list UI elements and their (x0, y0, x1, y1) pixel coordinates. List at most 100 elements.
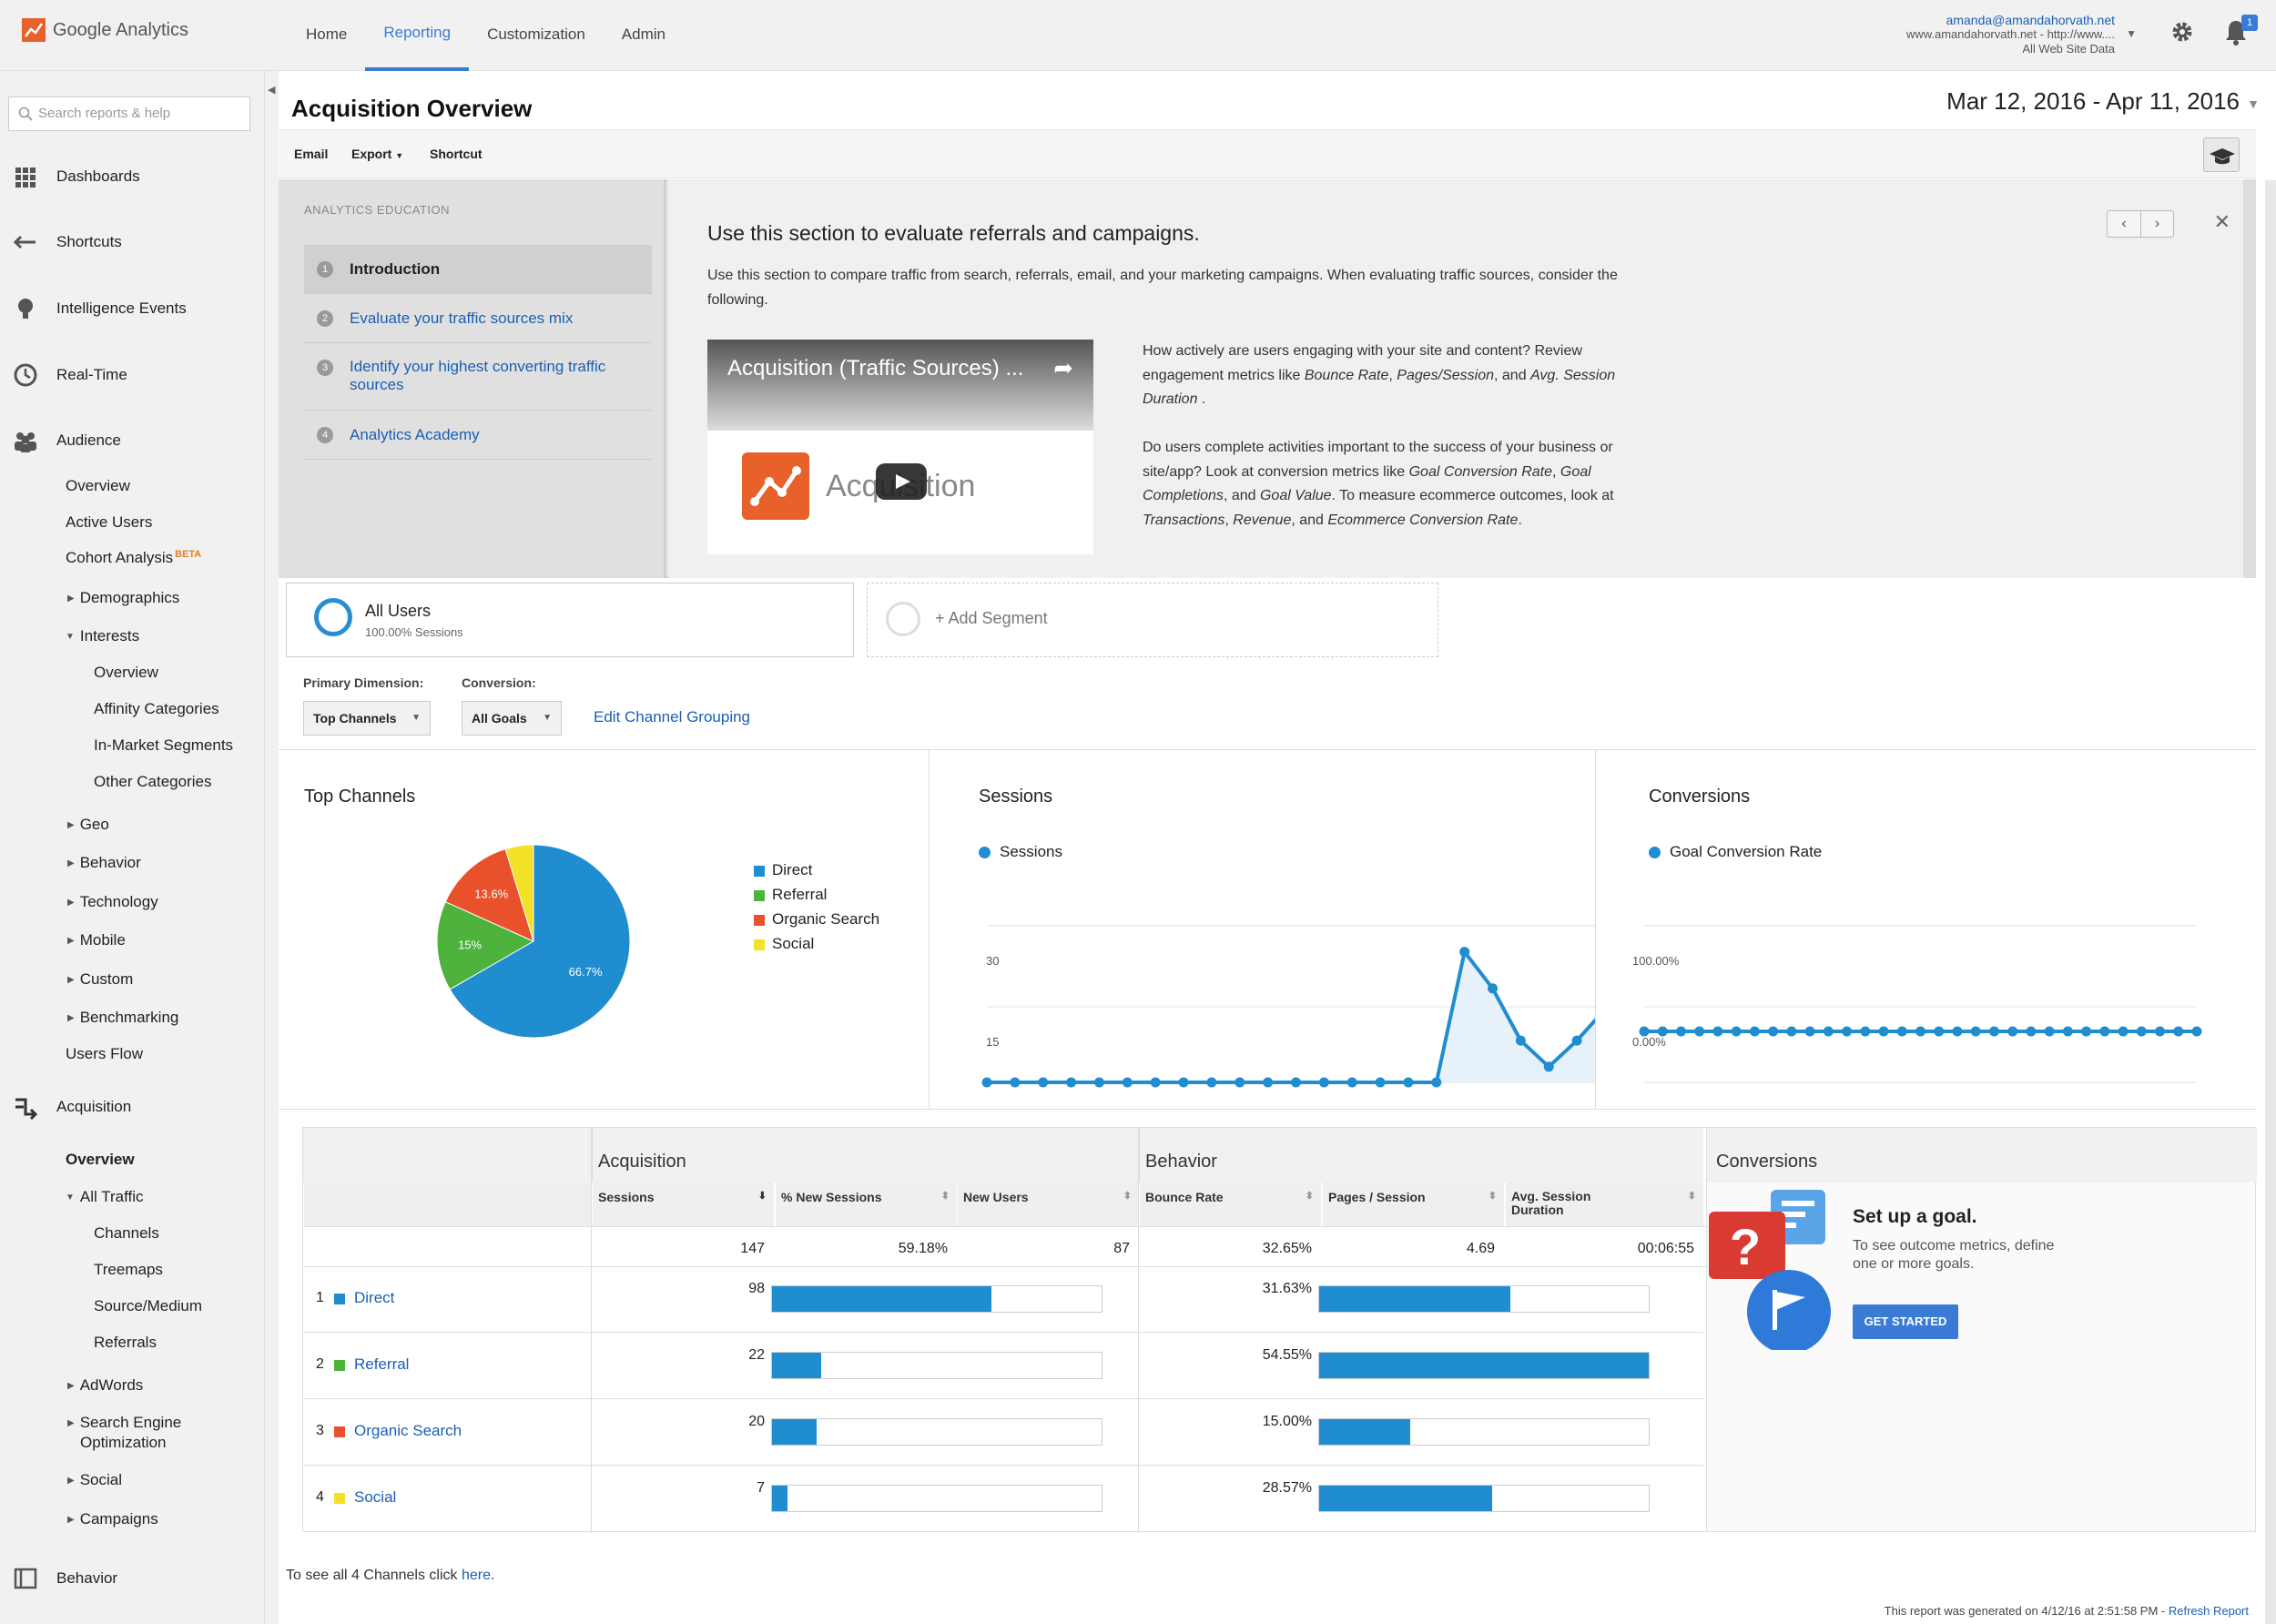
legend-label: Referral (772, 886, 828, 903)
q2-rate: Goal Conversion Rate (1408, 463, 1553, 480)
account-selector[interactable]: amanda@amandahorvath.net www.amandahorva… (1906, 13, 2115, 56)
sidebar-item-other-categories[interactable]: Other Categories (94, 773, 212, 790)
date-range-picker[interactable]: Mar 12, 2016 - Apr 11, 2016 (1946, 87, 2240, 115)
data-point (2062, 1026, 2073, 1037)
column-header-new-users[interactable]: New Users ⬍ (957, 1182, 1139, 1226)
sidebar-item-cohort-analysis[interactable]: Cohort Analysis BETA (66, 549, 201, 567)
channel-link[interactable]: Referral (354, 1355, 410, 1373)
nav-home[interactable]: Home (306, 25, 348, 43)
sidebar-item-in-market-segments[interactable]: In-Market Segments (94, 736, 234, 754)
sidebar-label-shortcuts: Shortcuts (56, 233, 122, 250)
play-button[interactable] (876, 463, 927, 500)
conversion-value: All Goals (472, 711, 527, 726)
sidebar-item-benchmarking[interactable]: ▶ Benchmarking (67, 1009, 178, 1027)
get-started-button[interactable]: GET STARTED (1853, 1304, 1958, 1339)
nav-customization[interactable]: Customization (487, 25, 585, 43)
share-icon[interactable]: ➦ (1053, 354, 1073, 381)
data-point (1178, 1077, 1189, 1088)
q2-transactions: Transactions (1143, 512, 1225, 528)
app-logo[interactable]: Google Analytics (22, 18, 188, 42)
next-icon[interactable]: › (2140, 211, 2173, 237)
legend-social[interactable]: Social (754, 935, 814, 953)
date-range-caret-icon[interactable]: ▼ (2247, 96, 2260, 111)
gear-icon[interactable] (2170, 20, 2194, 44)
top-channels-pie-chart[interactable]: 66.7% 15% 13.6% (279, 750, 929, 1111)
expand-arrow-icon: ▶ (67, 1515, 75, 1526)
sidebar-item-source-medium[interactable]: Source/Medium (94, 1297, 203, 1314)
education-step-1[interactable]: 1 Introduction (304, 245, 652, 294)
search-input[interactable]: Search reports & help (8, 96, 250, 131)
segment-name: All Users (365, 602, 432, 620)
sidebar-item-adwords[interactable]: ▶ AdWords (67, 1376, 143, 1395)
main-content: Acquisition Overview Mar 12, 2016 - Apr … (279, 71, 2276, 1624)
legend-organic-search[interactable]: Organic Search (754, 910, 879, 929)
behavior-group-label: Behavior (1145, 1152, 1217, 1172)
column-header-avg-session-duration[interactable]: Avg. Session Duration ⬍ (1505, 1182, 1703, 1226)
channel-link[interactable]: Organic Search (354, 1422, 462, 1439)
sidebar-item-referrals[interactable]: Referrals (94, 1334, 157, 1351)
conversion-rate-line-chart[interactable]: 100.00%0.00%Mar 15Mar 22Mar 29Apr 5 (1596, 750, 2257, 1111)
conversion-select[interactable]: All Goals ▼ (462, 701, 562, 736)
previous-icon[interactable]: ‹ (2121, 216, 2127, 231)
see-all-link[interactable]: here (461, 1568, 492, 1583)
nav-admin[interactable]: Admin (621, 25, 666, 43)
data-point (1122, 1077, 1133, 1088)
primary-dimension-select[interactable]: Top Channels ▼ (303, 701, 431, 736)
sidebar-item-mobile[interactable]: ▶ Mobile (67, 931, 126, 949)
data-point (1657, 1026, 1668, 1037)
sidebar-item-campaigns[interactable]: ▶ Campaigns (67, 1510, 158, 1528)
sidebar-item-acquisition-overview[interactable]: Overview (66, 1151, 135, 1168)
sidebar-item-users-flow[interactable]: Users Flow (66, 1045, 144, 1062)
sessions-line-chart[interactable]: 3015Mar 15Mar 22Mar 29Apr 5 (930, 750, 1596, 1111)
education-scrollbar[interactable] (2243, 179, 2256, 578)
edit-channel-grouping-link[interactable]: Edit Channel Grouping (594, 708, 751, 726)
add-segment-button[interactable]: + Add Segment (867, 583, 1438, 657)
education-video[interactable]: Acquisition (Traffic Sources) ... ➦ Acqu… (707, 340, 1093, 554)
column-header-pages-session[interactable]: Pages / Session ⬍ (1322, 1182, 1504, 1226)
sidebar-item-interests-overview[interactable]: Overview (94, 664, 158, 681)
sidebar-item-treemaps[interactable]: Treemaps (94, 1261, 163, 1278)
sidebar-item-audience-overview[interactable]: Overview (66, 477, 130, 494)
row-divider (303, 1465, 1703, 1466)
export-button[interactable]: Export ▼ (351, 147, 403, 161)
legend-referral[interactable]: Referral (754, 886, 827, 904)
channel-link[interactable]: Direct (354, 1289, 395, 1306)
see-all-text: To see all 4 Channels click (286, 1568, 462, 1583)
email-button[interactable]: Email (294, 147, 329, 161)
sidebar-item-affinity-categories[interactable]: Affinity Categories (94, 700, 219, 717)
sidebar-item-all-traffic[interactable]: ▼ All Traffic (66, 1188, 144, 1206)
refresh-report-link[interactable]: Refresh Report (2168, 1604, 2249, 1618)
sidebar-item-seo[interactable]: ▶ Search Engine (67, 1414, 181, 1432)
account-caret-icon[interactable]: ▼ (2126, 27, 2137, 40)
notifications-bell-icon[interactable] (2223, 18, 2249, 46)
column-header-sessions[interactable]: Sessions ⬇ (592, 1182, 774, 1226)
data-point (1346, 1077, 1357, 1088)
column-header-new-sessions[interactable]: % New Sessions ⬍ (775, 1182, 957, 1226)
sidebar-item-demographics[interactable]: ▶ Demographics (67, 589, 179, 607)
sidebar-item-custom[interactable]: ▶ Custom (67, 970, 133, 989)
sidebar-item-technology[interactable]: ▶ Technology (67, 893, 158, 911)
main-scrollbar[interactable] (2265, 180, 2276, 1624)
sidebar-item-active-users[interactable]: Active Users (66, 513, 153, 531)
column-label: New Users (963, 1190, 1029, 1204)
sidebar-item-interests[interactable]: ▼ Interests (66, 627, 139, 645)
channel-color-swatch (334, 1360, 345, 1371)
education-step-3[interactable]: 3 Identify your highest converting traff… (304, 343, 652, 411)
education-step-2[interactable]: 2 Evaluate your traffic sources mix (304, 294, 652, 343)
close-icon[interactable]: ✕ (2213, 210, 2230, 233)
demographics-label: Demographics (79, 589, 180, 606)
education-step-4[interactable]: 4 Analytics Academy (304, 411, 652, 460)
sidebar-item-social[interactable]: ▶ Social (67, 1471, 122, 1489)
shortcut-button[interactable]: Shortcut (430, 147, 483, 161)
sessions-value: 98 (748, 1281, 765, 1296)
sidebar-item-audience-behavior[interactable]: ▶ Behavior (67, 854, 141, 872)
channel-link[interactable]: Social (354, 1488, 397, 1506)
nav-reporting[interactable]: Reporting (365, 0, 470, 71)
column-header-bounce-rate[interactable]: Bounce Rate ⬍ (1139, 1182, 1321, 1226)
legend-direct[interactable]: Direct (754, 861, 812, 879)
sidebar-item-channels[interactable]: Channels (94, 1224, 159, 1242)
sidebar-item-geo[interactable]: ▶ Geo (67, 816, 109, 834)
sidebar-collapse-toggle[interactable]: ◀ (264, 71, 279, 1624)
segment-all-users[interactable]: All Users 100.00% Sessions (286, 583, 854, 657)
education-toggle-button[interactable] (2203, 137, 2240, 172)
